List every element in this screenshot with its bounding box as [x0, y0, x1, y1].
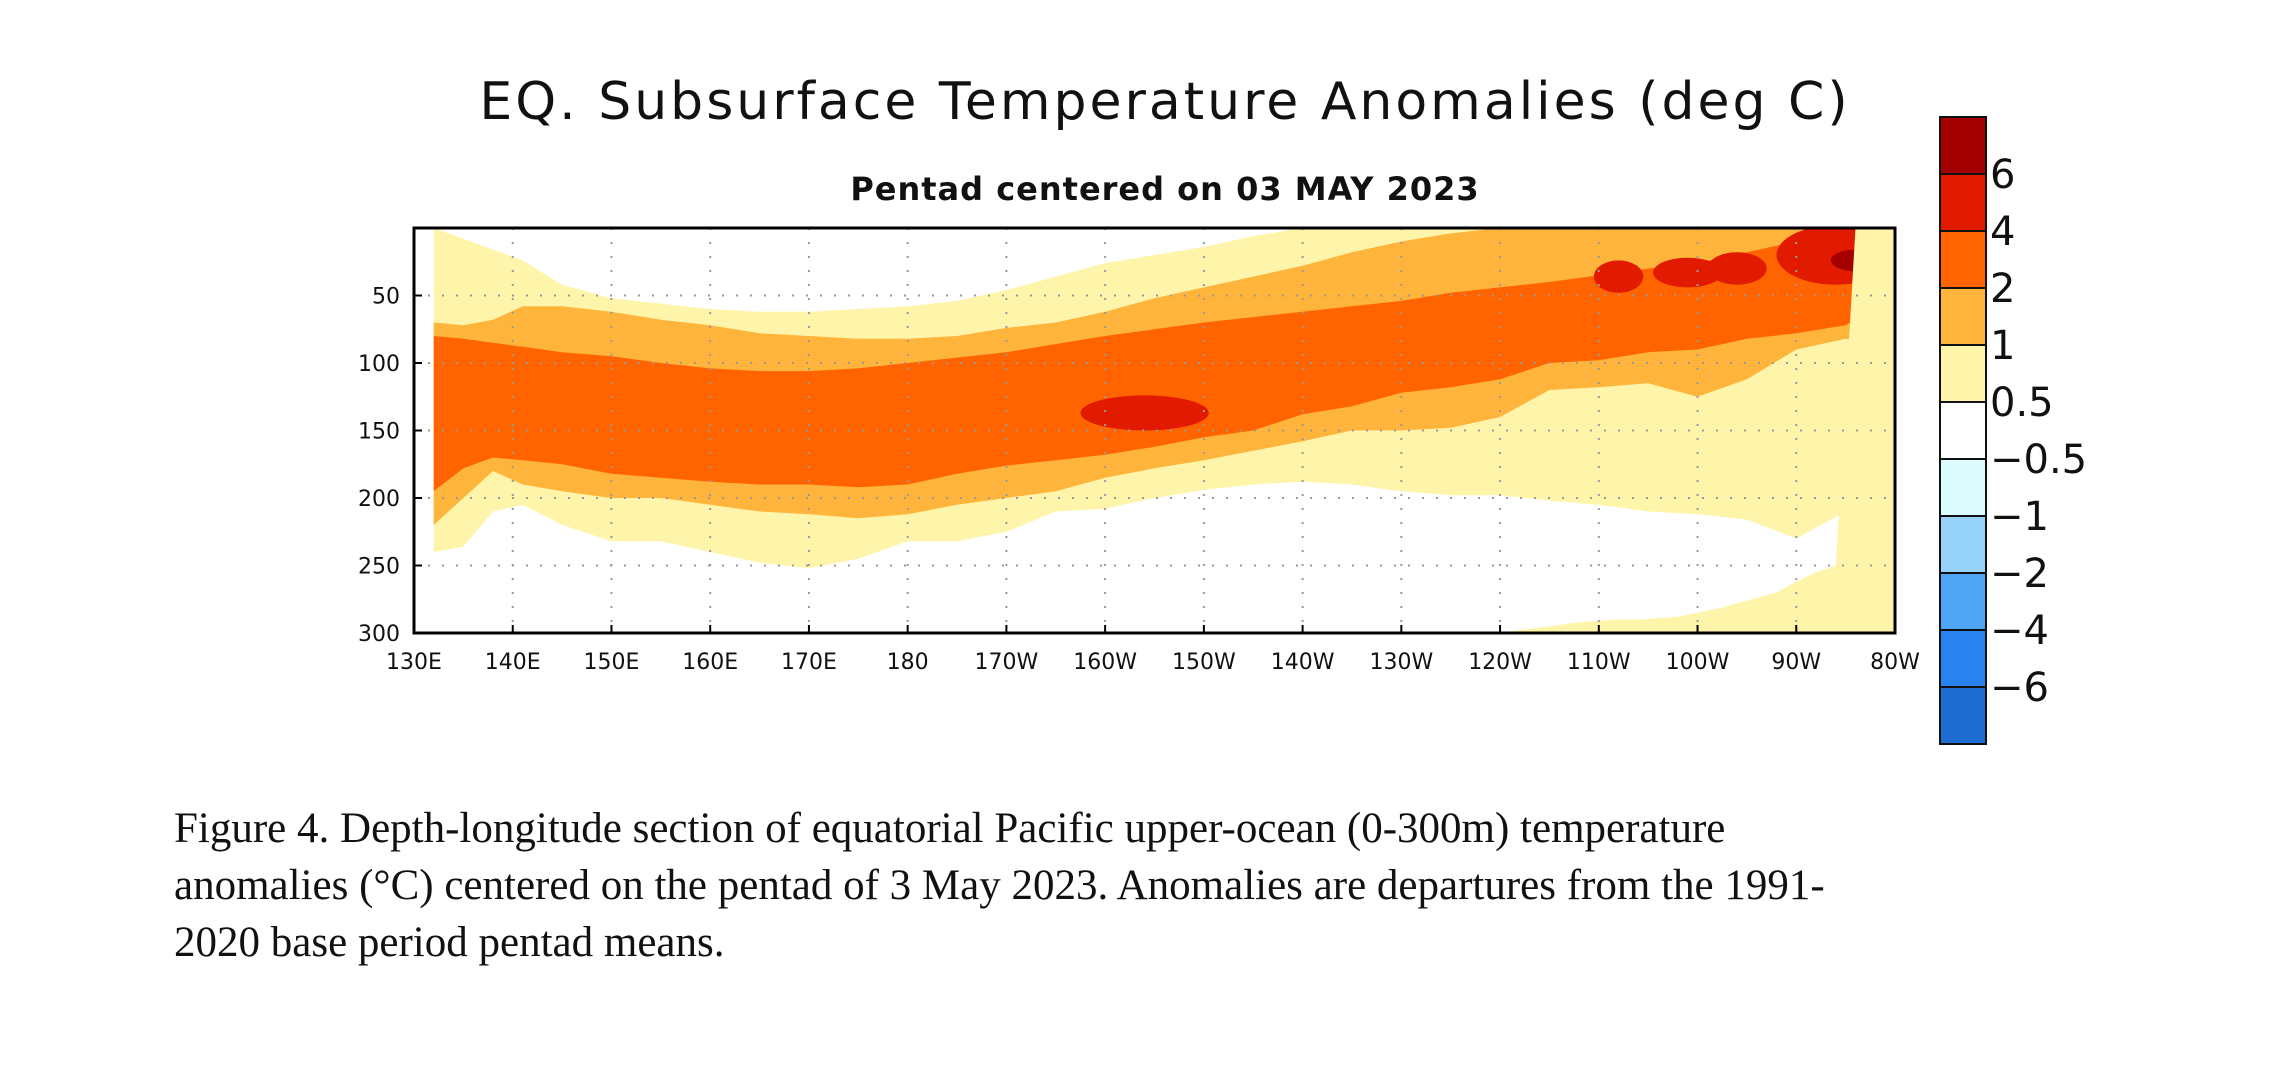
colorbar-label: −2	[1990, 551, 2049, 597]
y-tick-label: 100	[358, 352, 400, 377]
x-tick-label: 180	[887, 650, 929, 675]
x-tick-label: 170E	[781, 650, 837, 675]
grid-lines	[414, 228, 1895, 633]
y-tick-label: 50	[372, 285, 400, 310]
colorbar-swatch	[1939, 572, 1987, 631]
contour-patch-3-2	[1653, 257, 1723, 288]
contour-band-5	[1500, 228, 1895, 633]
colorbar-label: −6	[1990, 665, 2049, 711]
x-tick-label: 100W	[1666, 650, 1730, 675]
y-tick-label: 200	[358, 487, 400, 512]
x-tick-label: 90W	[1771, 650, 1821, 675]
colorbar-label: 4	[1990, 209, 2015, 255]
colorbar-swatch	[1939, 287, 1987, 346]
colorbar-swatch	[1939, 230, 1987, 289]
anomaly-contours	[433, 228, 1895, 633]
colorbar-swatch	[1939, 515, 1987, 574]
heatmap-chart: 130E 140E 150E 160E 170E 180 170W 160W 150W 140W 1…	[358, 116, 2087, 745]
x-tick-label: 160W	[1073, 650, 1137, 675]
colorbar-label: 6	[1990, 152, 2015, 198]
y-tick-label: 250	[358, 555, 400, 580]
colorbar-legend: 6 4 2 1 0.5 −0.5 −1 −2 −4 −6	[1939, 116, 2087, 745]
x-tick-label: 130E	[386, 650, 442, 675]
figure-caption: Figure 4. Depth-longitude section of equ…	[174, 800, 2134, 971]
x-tick-label: 140E	[485, 650, 541, 675]
x-tick-label: 110W	[1567, 650, 1631, 675]
x-tick-label: 150W	[1172, 650, 1236, 675]
colorbar-swatch	[1939, 458, 1987, 517]
colorbar-swatch	[1939, 629, 1987, 688]
x-tick-label: 80W	[1870, 650, 1920, 675]
colorbar-label: 2	[1990, 266, 2015, 312]
y-axis: 50 100 150 200 250 300	[358, 285, 422, 647]
x-tick-label: 160E	[682, 650, 738, 675]
colorbar-label: −4	[1990, 608, 2049, 654]
colorbar-label: −0.5	[1990, 437, 2087, 483]
figure: EQ. Subsurface Temperature Anomalies (de…	[358, 72, 2087, 745]
x-tick-label: 120W	[1468, 650, 1532, 675]
chart-title: EQ. Subsurface Temperature Anomalies (de…	[479, 72, 1851, 132]
y-tick-label: 150	[358, 420, 400, 445]
colorbar-swatch	[1939, 173, 1987, 232]
contour-patch-3-3	[1707, 252, 1767, 285]
colorbar-swatch	[1939, 116, 1987, 175]
colorbar-label: −1	[1990, 494, 2049, 540]
x-tick-label: 140W	[1271, 650, 1335, 675]
colorbar-swatch	[1939, 344, 1987, 403]
colorbar-swatch	[1939, 686, 1987, 745]
x-axis: 130E 140E 150E 160E 170E 180 170W 160W 150W 140W 1…	[386, 625, 1920, 675]
contour-patch-3-0	[1080, 395, 1209, 431]
colorbar-swatch	[1939, 401, 1987, 460]
colorbar-label: 0.5	[1990, 380, 2054, 426]
y-tick-label: 300	[358, 622, 400, 647]
caption-line-1: Figure 4. Depth-longitude section of equ…	[174, 805, 1726, 852]
contour-patch-3-1	[1593, 260, 1644, 293]
caption-line-2: anomalies (°C) centered on the pentad of…	[174, 862, 1825, 909]
contour-band-2	[433, 234, 1895, 492]
chart-subtitle: Pentad centered on 03 MAY 2023	[850, 170, 1480, 208]
x-tick-label: 170W	[975, 650, 1039, 675]
x-tick-label: 130W	[1369, 650, 1433, 675]
colorbar-label: 1	[1990, 323, 2015, 369]
x-tick-label: 150E	[584, 650, 640, 675]
caption-line-3: 2020 base period pentad means.	[174, 919, 725, 966]
